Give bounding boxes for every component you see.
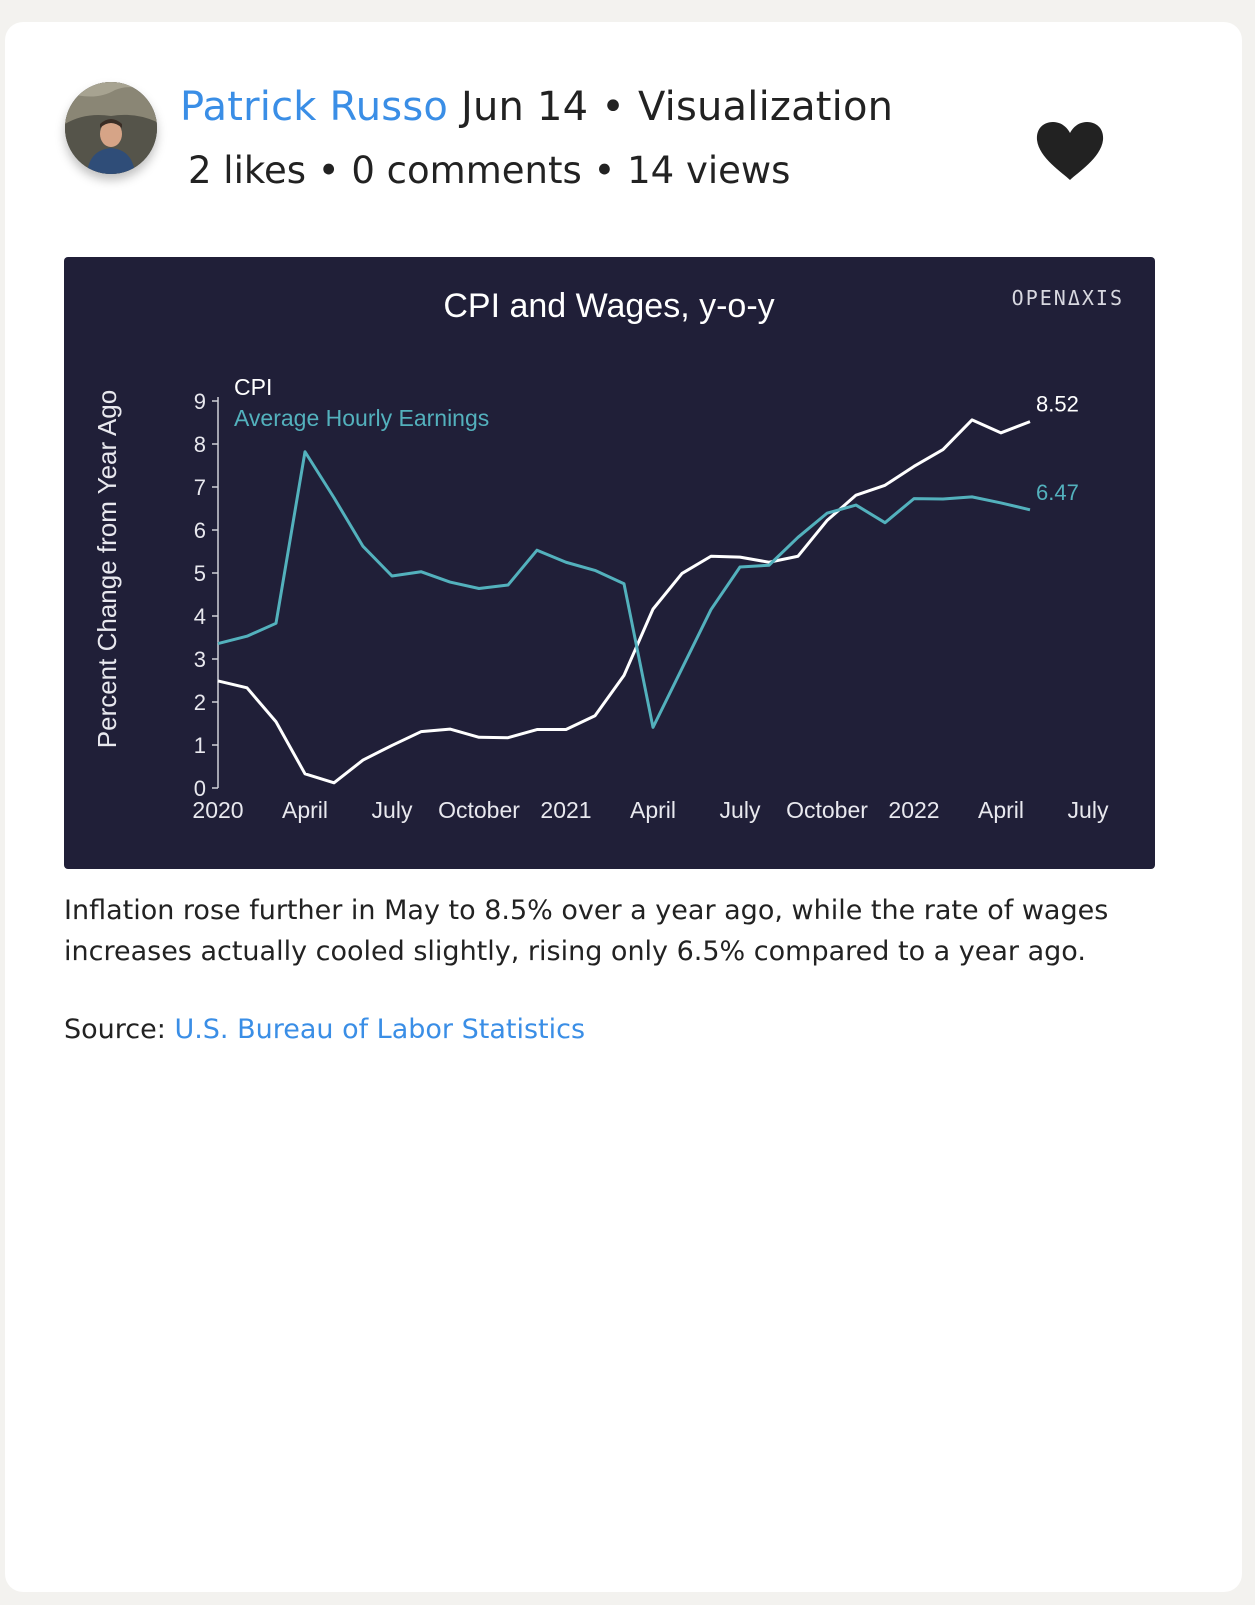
source-link[interactable]: U.S. Bureau of Labor Statistics bbox=[174, 1014, 585, 1045]
author-avatar[interactable] bbox=[65, 82, 157, 174]
end-value-label: 8.52 bbox=[1036, 392, 1079, 417]
end-value-label: 6.47 bbox=[1036, 480, 1079, 505]
legend: CPI Average Hourly Earnings bbox=[234, 374, 489, 431]
heart-icon bbox=[1035, 120, 1105, 182]
cpi-wages-chart: CPI and Wages, y-o-y OPENΔXIS Percent Ch… bbox=[64, 257, 1155, 869]
x-tick-label: April bbox=[282, 797, 328, 823]
post-category[interactable]: Visualization bbox=[638, 84, 893, 130]
y-tick-label: 5 bbox=[194, 561, 206, 586]
x-tick-label: October bbox=[786, 797, 868, 823]
y-tick-label: 1 bbox=[194, 733, 206, 758]
post-caption: Inflation rose further in May to 8.5% ov… bbox=[64, 890, 1144, 972]
like-button[interactable] bbox=[1035, 120, 1105, 182]
y-tick-label: 6 bbox=[194, 518, 206, 543]
y-axis-label: Percent Change from Year Ago bbox=[92, 390, 122, 748]
series-lines: 8.52 6.47 bbox=[218, 392, 1079, 783]
y-tick-label: 3 bbox=[194, 647, 206, 672]
meta-separator: • bbox=[601, 84, 625, 130]
chart-title: CPI and Wages, y-o-y bbox=[443, 287, 774, 325]
x-tick-label: July bbox=[372, 797, 413, 823]
legend-entry: Average Hourly Earnings bbox=[234, 405, 489, 431]
y-tick-label: 8 bbox=[194, 432, 206, 457]
legend-entry: CPI bbox=[234, 374, 272, 400]
x-tick-label: 2021 bbox=[540, 797, 591, 823]
series-line-cpi bbox=[218, 420, 1030, 783]
series-line-earnings bbox=[218, 452, 1030, 728]
stats-separator: • bbox=[594, 149, 616, 192]
x-tick-label: April bbox=[978, 797, 1024, 823]
views-count: 14 views bbox=[627, 149, 790, 192]
post-stats: 2 likes • 0 comments • 14 views bbox=[188, 149, 790, 192]
y-tick-label: 4 bbox=[194, 604, 206, 629]
x-tick-label: 2020 bbox=[192, 797, 243, 823]
chart-panel: CPI and Wages, y-o-y OPENΔXIS Percent Ch… bbox=[64, 257, 1155, 869]
user-photo bbox=[65, 82, 157, 174]
source-label: Source: bbox=[64, 1014, 166, 1045]
post-card: Patrick Russo Jun 14 • Visualization 2 l… bbox=[5, 22, 1242, 1592]
x-tick-label: 2022 bbox=[888, 797, 939, 823]
x-tick-label: July bbox=[1068, 797, 1109, 823]
comments-count[interactable]: 0 comments bbox=[351, 149, 581, 192]
y-tick-label: 2 bbox=[194, 690, 206, 715]
source-line: Source: U.S. Bureau of Labor Statistics bbox=[64, 1014, 585, 1045]
stats-separator: • bbox=[318, 149, 340, 192]
x-tick-label: July bbox=[720, 797, 761, 823]
likes-count: 2 likes bbox=[188, 149, 306, 192]
brand-logo: OPENΔXIS bbox=[1012, 286, 1124, 310]
post-meta: Patrick Russo Jun 14 • Visualization bbox=[180, 84, 893, 130]
author-name-link[interactable]: Patrick Russo bbox=[180, 84, 448, 130]
y-tick-label: 9 bbox=[194, 389, 206, 414]
y-tick-label: 7 bbox=[194, 475, 206, 500]
x-tick-label: April bbox=[630, 797, 676, 823]
post-date: Jun 14 bbox=[461, 84, 588, 130]
x-tick-label: October bbox=[438, 797, 520, 823]
